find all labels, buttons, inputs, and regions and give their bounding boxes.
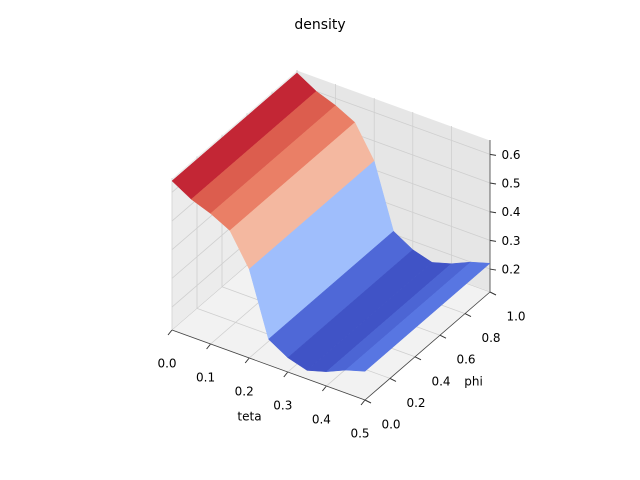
chart-title: density xyxy=(294,17,345,33)
tick-mark xyxy=(360,399,366,406)
tick-mark xyxy=(489,211,497,214)
x-tick-label: 0.0 xyxy=(157,357,176,371)
axis-line xyxy=(364,291,491,401)
y-tick-label: 0.6 xyxy=(456,353,475,367)
y-tick-label: 0.0 xyxy=(381,418,400,432)
x-axis-label: teta xyxy=(237,410,261,424)
tick-mark xyxy=(414,356,422,361)
tick-mark xyxy=(389,377,397,382)
tick-mark xyxy=(489,239,497,242)
tick-mark xyxy=(489,268,497,271)
grid-line xyxy=(296,83,491,155)
y-axis-label: phi xyxy=(464,375,483,389)
tick-mark xyxy=(283,371,289,378)
tick-mark xyxy=(322,385,327,392)
tick-mark xyxy=(489,182,497,185)
tick-mark xyxy=(167,329,173,336)
x-tick-label: 0.5 xyxy=(350,427,369,441)
x-tick-label: 0.2 xyxy=(235,385,254,399)
tick-mark xyxy=(489,153,497,156)
tick-mark xyxy=(489,291,497,296)
z-tick-label: 0.6 xyxy=(501,148,520,162)
surface-patch xyxy=(345,261,491,372)
y-tick-label: 0.8 xyxy=(481,331,500,345)
z-tick-label: 0.2 xyxy=(501,263,520,277)
tick-mark xyxy=(464,313,472,318)
axis-line xyxy=(171,329,366,401)
tick-mark xyxy=(206,343,211,350)
z-tick-label: 0.4 xyxy=(501,205,520,219)
tick-mark xyxy=(364,399,372,404)
x-tick-label: 0.3 xyxy=(273,399,292,413)
y-tick-label: 0.2 xyxy=(406,396,425,410)
tick-mark xyxy=(244,357,250,364)
x-tick-label: 0.4 xyxy=(312,413,331,427)
y-tick-label: 1.0 xyxy=(506,310,525,324)
x-tick-label: 0.1 xyxy=(196,371,215,385)
tick-mark xyxy=(439,334,447,339)
z-tick-label: 0.3 xyxy=(501,234,520,248)
y-tick-label: 0.4 xyxy=(431,374,450,388)
z-tick-label: 0.5 xyxy=(501,177,520,191)
